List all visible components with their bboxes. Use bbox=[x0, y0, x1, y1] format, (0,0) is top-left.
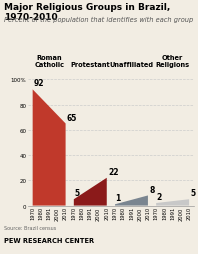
Text: 22: 22 bbox=[108, 167, 119, 176]
Text: Roman
Catholic: Roman Catholic bbox=[34, 54, 64, 67]
Text: 92: 92 bbox=[33, 79, 44, 88]
Text: Unaffiliated: Unaffiliated bbox=[109, 61, 153, 67]
Text: PEW RESEARCH CENTER: PEW RESEARCH CENTER bbox=[4, 237, 94, 244]
Text: 8: 8 bbox=[149, 185, 155, 194]
Text: Other
Religions: Other Religions bbox=[156, 54, 190, 67]
Text: Major Religious Groups in Brazil, 1970-2010: Major Religious Groups in Brazil, 1970-2… bbox=[4, 3, 170, 22]
Polygon shape bbox=[156, 199, 189, 206]
Polygon shape bbox=[74, 178, 107, 206]
Text: 5: 5 bbox=[190, 189, 196, 198]
Text: 5: 5 bbox=[74, 189, 80, 198]
Text: Protestant: Protestant bbox=[70, 61, 110, 67]
Text: 65: 65 bbox=[67, 113, 77, 122]
Text: Source: Brazil census: Source: Brazil census bbox=[4, 225, 56, 230]
Polygon shape bbox=[115, 196, 148, 206]
Text: 2: 2 bbox=[157, 192, 162, 201]
Text: Percent of the population that identifies with each group: Percent of the population that identifie… bbox=[4, 17, 193, 23]
Polygon shape bbox=[33, 90, 66, 206]
Text: 1: 1 bbox=[116, 194, 121, 203]
